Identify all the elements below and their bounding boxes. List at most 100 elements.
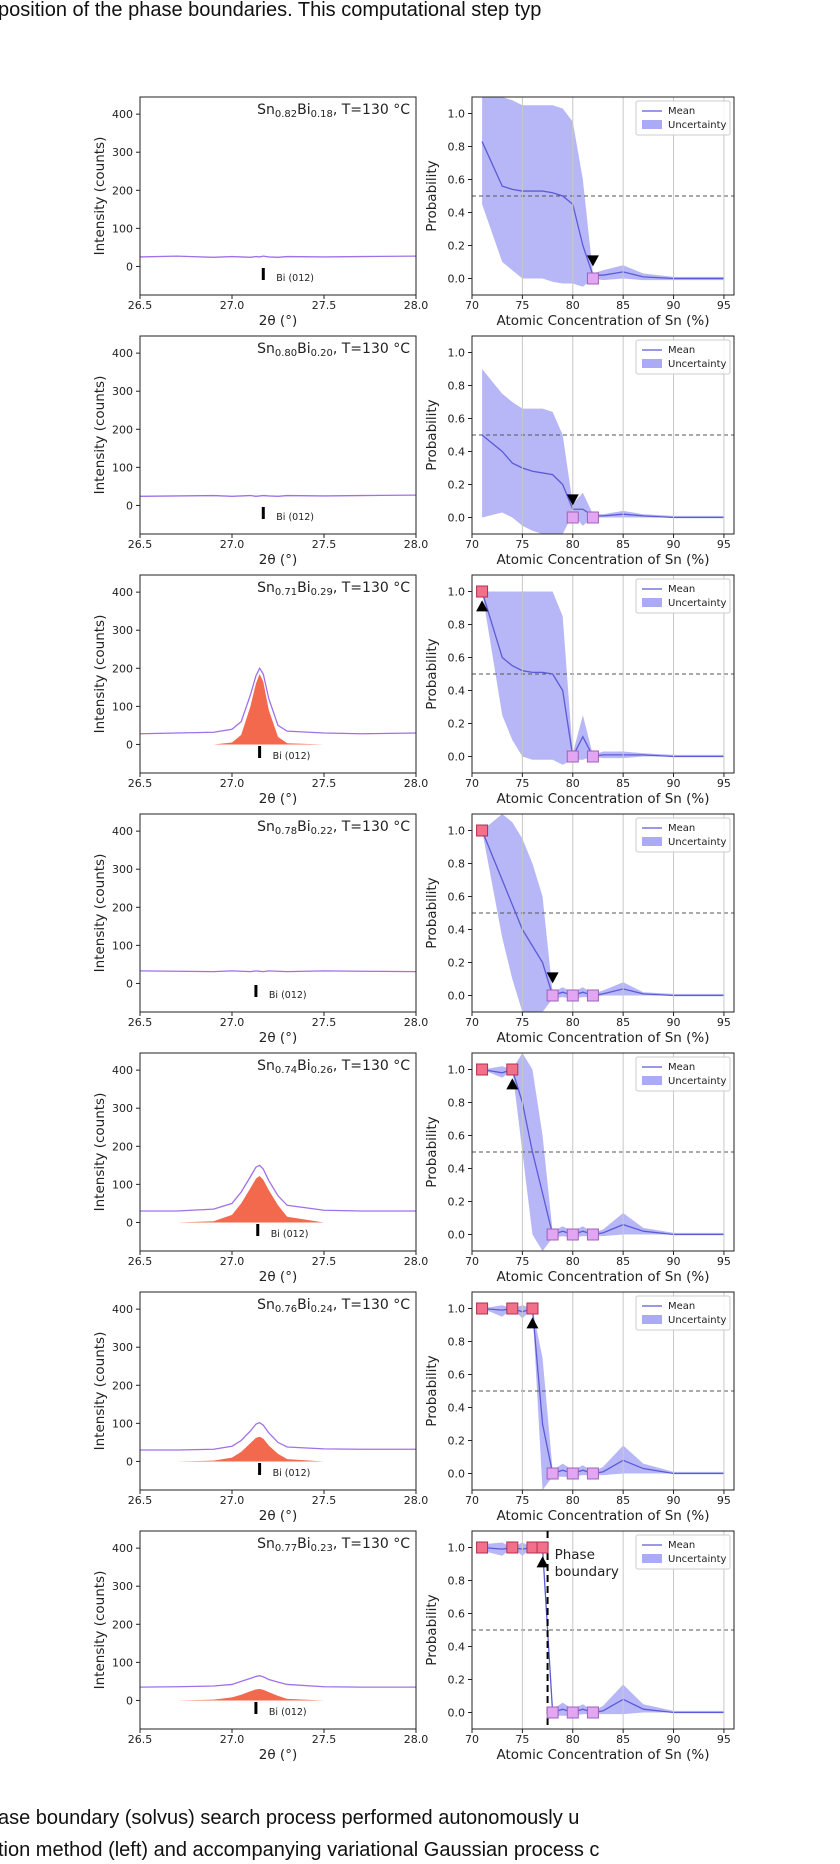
uncertainty-band — [482, 97, 724, 287]
title-part: Bi — [297, 580, 311, 596]
x-axis-label: Atomic Concentration of Sn (%) — [496, 552, 709, 568]
pattern-line — [140, 1164, 416, 1212]
y-tick-label: 1.0 — [448, 586, 466, 599]
y-tick-label: 100 — [112, 700, 133, 713]
x-tick-label: 75 — [515, 1733, 529, 1746]
x-tick-label: 95 — [717, 1016, 731, 1029]
title-part: 0.26 — [311, 1065, 333, 1076]
y-tick-label: 200 — [112, 423, 133, 436]
observed-point — [566, 511, 579, 524]
y-axis-label: Probability — [424, 1355, 440, 1426]
y-tick-label: 0.2 — [448, 1196, 466, 1209]
title-part: 0.29 — [311, 587, 333, 598]
x-tick-label: 80 — [566, 1494, 580, 1507]
observed-point — [566, 1706, 579, 1719]
legend-swatch — [642, 598, 662, 607]
y-tick-label: 0.4 — [448, 446, 466, 459]
plot-area — [472, 97, 734, 287]
legend-label: Uncertainty — [668, 1554, 727, 1565]
reference-label: Bi (012) — [273, 1468, 311, 1479]
observed-point — [546, 1706, 559, 1719]
x-tick-label: 80 — [566, 299, 580, 312]
x-tick-label: 28.0 — [404, 1733, 429, 1746]
y-tick-label: 0.0 — [448, 990, 466, 1003]
observed-point — [566, 989, 579, 1002]
y-tick-label: 0.0 — [448, 273, 466, 286]
x-tick-label: 85 — [616, 299, 630, 312]
y-tick-label: 0.6 — [448, 1369, 466, 1382]
y-tick-label: 0 — [126, 499, 133, 512]
x-tick-label: 80 — [566, 777, 580, 790]
x-tick-label: 80 — [566, 1016, 580, 1029]
plot-area — [140, 1164, 416, 1223]
y-tick-label: 0.6 — [448, 413, 466, 426]
x-tick-label: 75 — [515, 1255, 529, 1268]
x-tick-label: 90 — [667, 538, 681, 551]
observed-point — [586, 1467, 599, 1480]
y-axis-label: Probability — [424, 877, 440, 948]
y-tick-label: 100 — [112, 1417, 133, 1430]
observed-point — [526, 1302, 539, 1315]
x-tick-label: 28.0 — [404, 777, 429, 790]
observed-point — [586, 989, 599, 1002]
axes-frame — [471, 335, 735, 535]
chart-title: Sn0.80Bi0.20, T=130 °C — [257, 341, 410, 359]
y-tick-label: 400 — [112, 1542, 133, 1555]
observed-point — [476, 1302, 489, 1315]
y-tick-label: 0 — [126, 1216, 133, 1229]
y-axis-label: Intensity (counts) — [92, 615, 108, 734]
reference-label: Bi (012) — [269, 990, 307, 1001]
reference-label: Bi (012) — [276, 512, 314, 523]
observed-point — [506, 1541, 519, 1554]
y-axis-label: Intensity (counts) — [92, 1093, 108, 1212]
y-tick-label: 300 — [112, 1580, 133, 1593]
x-tick-label: 90 — [667, 1733, 681, 1746]
y-tick-label: 1.0 — [448, 1064, 466, 1077]
y-tick-label: 0.4 — [448, 1641, 466, 1654]
next-arrow — [506, 1078, 519, 1090]
y-tick-label: 0.6 — [448, 1130, 466, 1143]
x-tick-label: 90 — [667, 1255, 681, 1268]
legend-label: Mean — [668, 1540, 695, 1551]
title-part: , T=130 °C — [333, 1297, 410, 1313]
x-tick-label: 27.5 — [312, 1255, 337, 1268]
x-tick-label: 28.0 — [404, 538, 429, 551]
observed-point — [566, 1467, 579, 1480]
pattern-line — [140, 970, 416, 973]
legend-label: Uncertainty — [668, 359, 727, 370]
y-tick-label: 0 — [126, 1694, 133, 1707]
title-part: 0.24 — [311, 1304, 333, 1315]
plot-area — [472, 591, 734, 765]
y-tick-label: 0 — [126, 738, 133, 751]
axes-frame — [471, 96, 735, 296]
y-tick-label: 100 — [112, 461, 133, 474]
uncertainty-band — [482, 1053, 724, 1251]
y-axis-label: Probability — [424, 638, 440, 709]
y-tick-label: 100 — [112, 939, 133, 952]
x-tick-label: 26.5 — [128, 299, 153, 312]
y-tick-label: 0.6 — [448, 1608, 466, 1621]
mean-line — [481, 591, 724, 759]
x-tick-label: 95 — [717, 299, 731, 312]
y-tick-label: 200 — [112, 1379, 133, 1392]
y-tick-label: 300 — [112, 624, 133, 637]
next-arrow — [586, 255, 599, 267]
title-part: 0.20 — [311, 348, 333, 359]
title-part: Bi — [297, 1536, 311, 1552]
y-tick-label: 100 — [112, 1656, 133, 1669]
observed-point — [476, 1541, 489, 1554]
plot-area — [140, 1675, 416, 1701]
x-axis-label: 2θ (°) — [259, 1508, 297, 1524]
y-axis-label: Intensity (counts) — [92, 137, 108, 256]
observed-point — [586, 750, 599, 763]
title-part: 0.78 — [275, 826, 297, 837]
y-tick-label: 200 — [112, 1140, 133, 1153]
observed-point — [586, 511, 599, 524]
x-axis-label: 2θ (°) — [259, 313, 297, 329]
x-tick-label: 75 — [515, 538, 529, 551]
x-tick-label: 27.0 — [220, 1016, 245, 1029]
pattern-line — [140, 494, 416, 497]
x-tick-label: 85 — [616, 1016, 630, 1029]
observed-point — [586, 272, 599, 285]
title-part: 0.23 — [311, 1543, 333, 1554]
